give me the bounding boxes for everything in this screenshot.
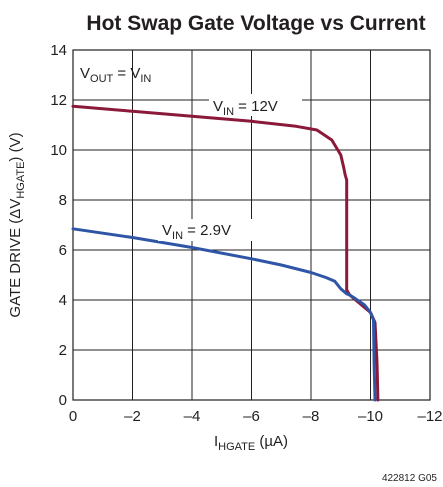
- y-axis-label: GATE DRIVE (ΔVHGATE) (V): [7, 132, 27, 317]
- series-label-12v: VIN = 12V: [209, 94, 302, 118]
- plot-frame: [72, 49, 431, 401]
- x-tick-label: –2: [124, 408, 141, 425]
- svg-text:VIN = 12V: VIN = 12V: [213, 98, 278, 118]
- svg-text:VIN = 2.9V: VIN = 2.9V: [162, 222, 231, 242]
- figure-code: 422812 G05: [382, 473, 437, 484]
- y-tick-label: 12: [50, 92, 67, 109]
- x-tick-label: –6: [243, 408, 260, 425]
- x-tick-label: 0: [69, 408, 77, 425]
- x-axis-label: IHGATE (µA): [214, 433, 288, 453]
- y-tick-label: 10: [50, 142, 67, 159]
- y-tick-label: 8: [59, 192, 67, 209]
- y-tick-label: 2: [59, 342, 67, 359]
- chart-title: Hot Swap Gate Voltage vs Current: [86, 12, 425, 35]
- y-tick-label: 0: [59, 392, 67, 409]
- series-label-2v9: VIN = 2.9V: [158, 219, 256, 242]
- series-line-vin-2v9: [71, 227, 377, 402]
- x-tick-label: –8: [303, 408, 320, 425]
- series-layer: [71, 104, 380, 402]
- y-tick-label: 14: [50, 42, 67, 59]
- condition-annotation: VOUT = VIN: [80, 65, 151, 85]
- x-tick-label: –12: [417, 408, 442, 425]
- y-tick-label: 4: [59, 292, 67, 309]
- x-tick-label: –4: [184, 408, 201, 425]
- tick-labels: 0 –2 –4 –6 –8 –10 –12 0 2 4 6 8 10 12 14: [50, 42, 442, 425]
- y-tick-label: 6: [59, 242, 67, 259]
- x-tick-label: –10: [358, 408, 383, 425]
